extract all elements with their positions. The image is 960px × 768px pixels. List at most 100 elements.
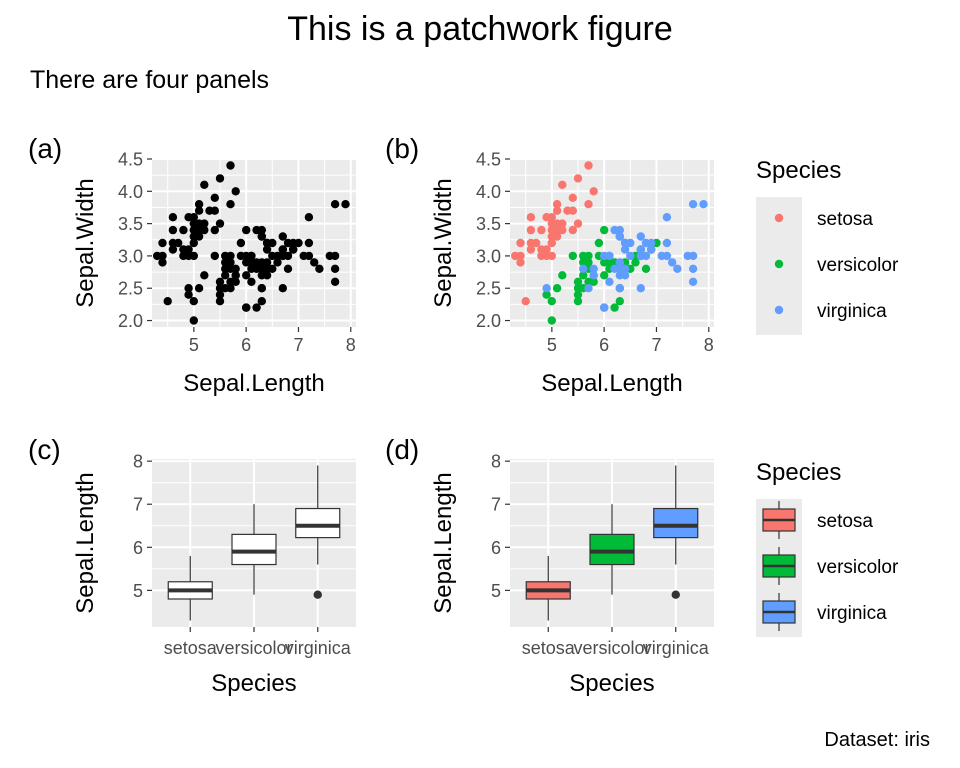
x-tick-label: 7 xyxy=(651,335,661,355)
legend-label-versicolor: versicolor xyxy=(817,255,899,276)
data-point xyxy=(699,200,708,209)
x-tick-label: 5 xyxy=(547,335,557,355)
data-point xyxy=(526,225,536,235)
data-point xyxy=(668,258,677,267)
panel-background xyxy=(510,159,714,327)
panel-tag: (b) xyxy=(385,133,419,164)
data-point xyxy=(662,213,672,222)
data-point xyxy=(532,238,541,248)
data-point xyxy=(226,251,235,261)
data-point xyxy=(226,284,235,293)
data-point xyxy=(310,258,319,267)
data-point xyxy=(252,303,261,312)
data-point xyxy=(268,238,277,248)
legend-label-setosa: setosa xyxy=(817,209,873,230)
data-point xyxy=(584,200,593,209)
figure-subtitle: There are four panels xyxy=(30,66,270,94)
data-point xyxy=(600,225,609,235)
x-tick-label: virginica xyxy=(643,638,710,658)
data-point xyxy=(600,303,609,312)
y-tick-label: 5 xyxy=(491,581,501,601)
y-tick-label: 4.0 xyxy=(118,182,143,202)
data-point xyxy=(174,238,183,248)
data-point xyxy=(189,316,198,325)
legend: Species setosa versicolor virginica xyxy=(756,157,899,335)
data-point xyxy=(547,316,556,325)
y-tick-label: 6 xyxy=(133,538,143,558)
data-point xyxy=(641,251,651,261)
x-axis-title: Sepal.Length xyxy=(183,370,324,397)
data-point xyxy=(330,251,340,261)
legend-key-setosa xyxy=(774,213,784,223)
data-point xyxy=(304,238,314,248)
data-point xyxy=(688,264,698,273)
data-point xyxy=(221,271,230,280)
legend: Species setosa versicolor virginica xyxy=(756,459,899,637)
y-tick-label: 3.0 xyxy=(476,246,501,266)
data-point xyxy=(215,174,225,183)
data-point xyxy=(315,264,324,273)
legend-key-versicolor xyxy=(774,259,784,269)
y-tick-label: 3.5 xyxy=(476,214,501,234)
data-point xyxy=(283,264,293,273)
data-point xyxy=(626,251,635,261)
panel-tag: (a) xyxy=(28,133,62,164)
data-point xyxy=(200,219,209,228)
legend-key-virginica xyxy=(774,305,784,315)
panel-1: (a) 2.0 2.5 3.0 3.5 4.0 4.5 5 6 7 8 Sepal.Length Sep… xyxy=(28,133,356,397)
data-point xyxy=(158,238,167,248)
data-point xyxy=(573,277,583,286)
data-point xyxy=(210,206,219,215)
data-point xyxy=(231,187,240,196)
data-point xyxy=(262,271,272,280)
data-point xyxy=(189,297,198,306)
data-point xyxy=(552,232,562,241)
data-point xyxy=(584,258,593,267)
y-tick-label: 2.5 xyxy=(476,279,501,299)
data-point xyxy=(573,297,583,306)
data-point xyxy=(184,284,193,293)
x-tick-label: versicolor xyxy=(573,638,650,658)
data-point xyxy=(641,264,651,273)
data-point xyxy=(542,284,551,293)
data-point xyxy=(521,297,530,306)
data-point xyxy=(304,251,314,261)
data-point xyxy=(558,180,567,189)
data-point xyxy=(194,232,204,241)
data-point xyxy=(226,161,235,170)
data-point xyxy=(579,271,588,280)
data-point xyxy=(542,245,551,254)
data-point xyxy=(168,225,178,235)
data-point xyxy=(688,200,698,209)
data-point xyxy=(189,251,198,261)
data-point xyxy=(589,271,598,280)
panel-4: (d)5678setosaversicolorvirginicaSpeciesS… xyxy=(385,434,899,697)
data-point xyxy=(262,264,272,273)
legend-label-versicolor: versicolor xyxy=(817,557,899,578)
data-point xyxy=(200,271,209,280)
panel-background xyxy=(152,159,356,327)
data-point xyxy=(589,277,598,286)
data-point xyxy=(278,232,287,241)
data-point xyxy=(647,245,656,254)
data-point xyxy=(247,277,256,286)
y-tick-label: 5 xyxy=(133,581,143,601)
data-point xyxy=(278,284,287,293)
y-tick-label: 3.5 xyxy=(118,214,143,234)
data-point xyxy=(579,264,588,273)
x-tick-label: versicolor xyxy=(215,638,292,658)
panel-2: (b) 2.0 2.5 3.0 3.5 4.0 4.5 5 6 7 8 Sepal.Length Sep… xyxy=(385,133,899,397)
data-point xyxy=(184,290,193,299)
data-point xyxy=(200,225,209,235)
data-point xyxy=(330,264,340,273)
data-point xyxy=(688,251,698,261)
data-point xyxy=(626,238,635,248)
data-point xyxy=(573,219,583,228)
box-versicolor xyxy=(589,533,635,566)
data-point xyxy=(194,200,204,209)
x-tick-label: setosa xyxy=(164,638,218,658)
data-point xyxy=(542,290,551,299)
x-tick-label: setosa xyxy=(522,638,576,658)
data-point xyxy=(283,251,293,261)
data-point xyxy=(610,303,619,312)
